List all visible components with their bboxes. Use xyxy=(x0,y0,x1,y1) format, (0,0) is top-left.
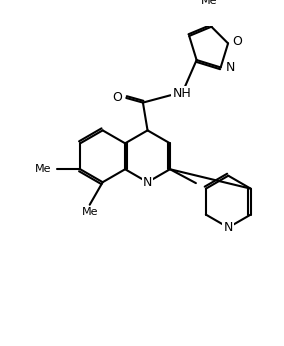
Text: Me: Me xyxy=(35,164,51,174)
Text: O: O xyxy=(113,91,123,104)
Text: NH: NH xyxy=(173,87,191,100)
Text: N: N xyxy=(226,61,236,74)
Text: O: O xyxy=(233,35,243,48)
Text: N: N xyxy=(143,176,152,189)
Text: N: N xyxy=(224,221,233,234)
Text: Me: Me xyxy=(82,207,98,217)
Text: Me: Me xyxy=(201,0,218,6)
